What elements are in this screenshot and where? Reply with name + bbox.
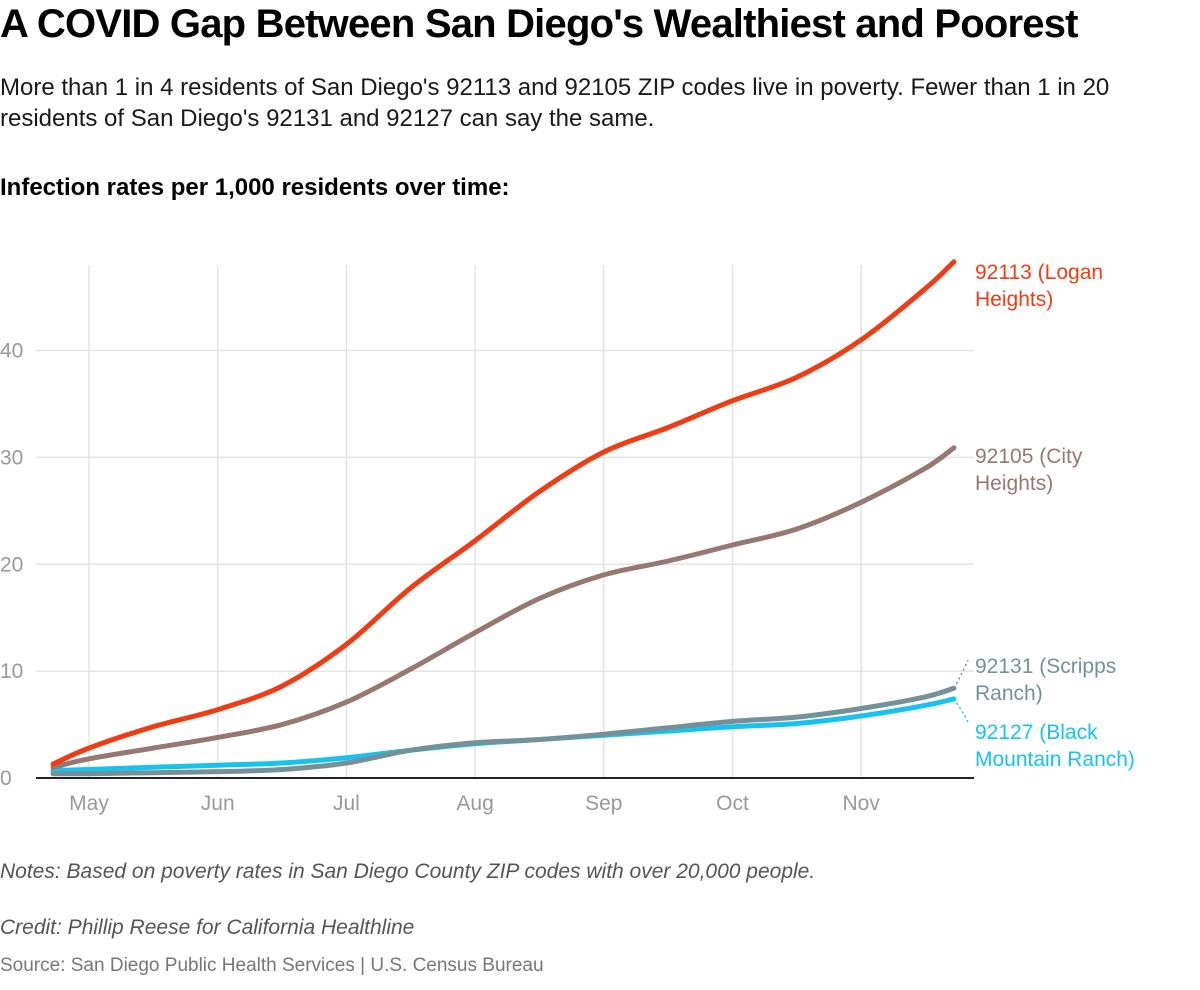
series-lines — [50, 259, 957, 777]
axes: 0 10 20 30 40 May Jun Jul Aug Sep Oct Nov — [0, 340, 974, 815]
series-label: 92127 (Black Mountain Ranch) — [975, 721, 1135, 771]
y-tick-label: 20 — [0, 553, 23, 576]
series-line — [50, 696, 957, 773]
series-label: 92105 (City Heights) — [975, 445, 1083, 495]
y-tick-label: 0 — [0, 767, 12, 790]
chart-notes: Notes: Based on poverty rates in San Die… — [0, 860, 816, 883]
series-labels: 92113 (Logan Heights)92105 (City Heights)9… — [953, 261, 1135, 771]
y-tick-label: 10 — [0, 660, 23, 683]
series-label: 92113 (Logan Heights) — [975, 261, 1103, 311]
series-label-line: 92113 (Logan — [975, 261, 1103, 284]
chart-credit: Credit: Phillip Reese for California Hea… — [0, 916, 415, 939]
series-line — [50, 259, 957, 767]
x-tick-label: Nov — [843, 792, 881, 815]
series-line — [50, 445, 957, 770]
chart-description: Infection rates per 1,000 residents over… — [0, 174, 510, 201]
chart-title: A COVID Gap Between San Diego's Wealthie… — [0, 2, 1078, 46]
series-label-line: 92127 (Black — [975, 721, 1098, 744]
series-label-line: Mountain Ranch) — [975, 748, 1135, 771]
x-tick-label: Oct — [716, 792, 749, 815]
series-label-line: Heights) — [975, 472, 1053, 495]
chart-subtitle: More than 1 in 4 residents of San Diego'… — [0, 74, 1110, 132]
series-leader-line — [953, 659, 969, 689]
x-tick-label: Aug — [456, 792, 493, 815]
x-tick-label: Jul — [333, 792, 360, 815]
x-tick-label: Sep — [585, 792, 622, 815]
series-line — [50, 685, 957, 777]
x-tick-label: Jun — [201, 792, 235, 815]
series-label-line: Ranch) — [975, 682, 1043, 705]
chart-source: Source: San Diego Public Health Services… — [0, 955, 544, 976]
series-label-line: Heights) — [975, 288, 1053, 311]
x-tick-label: May — [69, 792, 109, 815]
y-tick-label: 30 — [0, 446, 23, 469]
gridlines — [36, 265, 974, 778]
series-leader-line — [953, 698, 969, 723]
series-label: 92131 (Scripps Ranch) — [975, 655, 1116, 705]
series-label-line: 92131 (Scripps — [975, 655, 1116, 678]
y-tick-label: 40 — [0, 340, 23, 363]
series-label-line: 92105 (City — [975, 445, 1083, 468]
